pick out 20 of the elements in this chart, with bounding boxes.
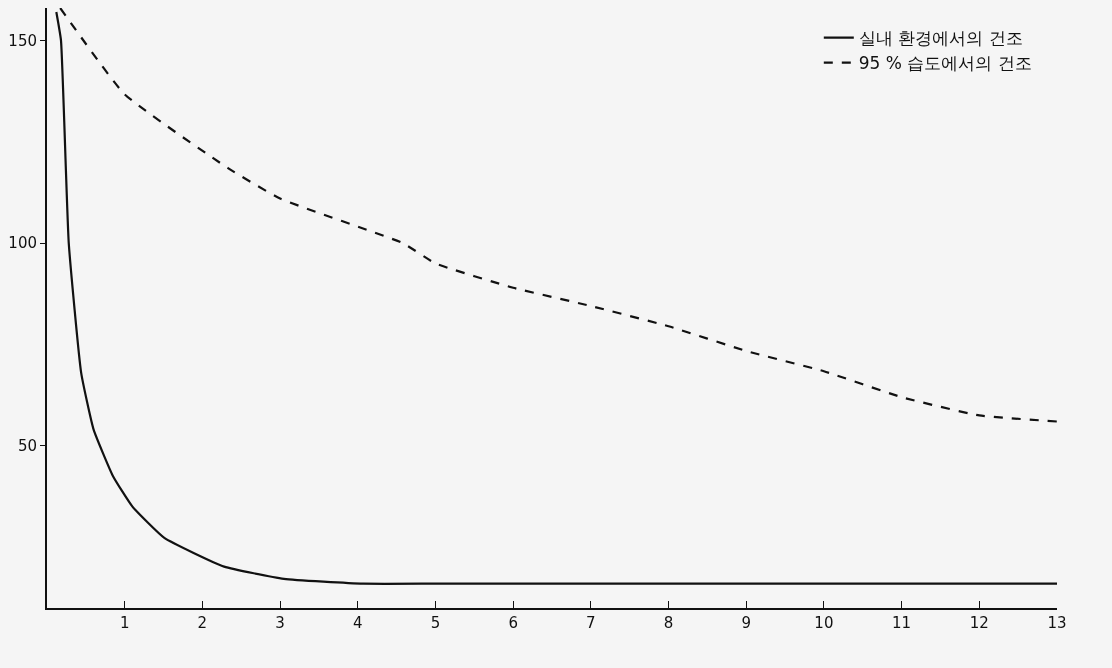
x-tick-label: 2 (197, 614, 208, 632)
x-tick-label: 10 (814, 614, 834, 632)
legend-label: 95 % 습도에서의 건조 (858, 53, 1032, 74)
x-tick-label: 4 (353, 614, 363, 632)
x-tick-label: 5 (430, 614, 441, 632)
x-tick-label: 3 (275, 614, 285, 632)
x-tick-label: 7 (586, 614, 596, 632)
x-tick-label: 6 (508, 614, 518, 632)
x-tick-label: 13 (1047, 614, 1067, 632)
legend-label: 실내 환경에서의 건조 (858, 28, 1023, 49)
y-tick-label: 100 (8, 234, 37, 253)
line-series (59, 8, 1057, 423)
line-series (55, 10, 1057, 585)
y-tick-label: 50 (17, 437, 37, 456)
x-tick-label: 9 (741, 614, 751, 632)
y-tick-label: 150 (8, 31, 37, 50)
x-tick-label: 8 (663, 614, 674, 632)
x-tick-label: 11 (892, 614, 912, 632)
x-tick-label: 1 (119, 614, 130, 632)
x-tick-label: 12 (969, 614, 989, 632)
